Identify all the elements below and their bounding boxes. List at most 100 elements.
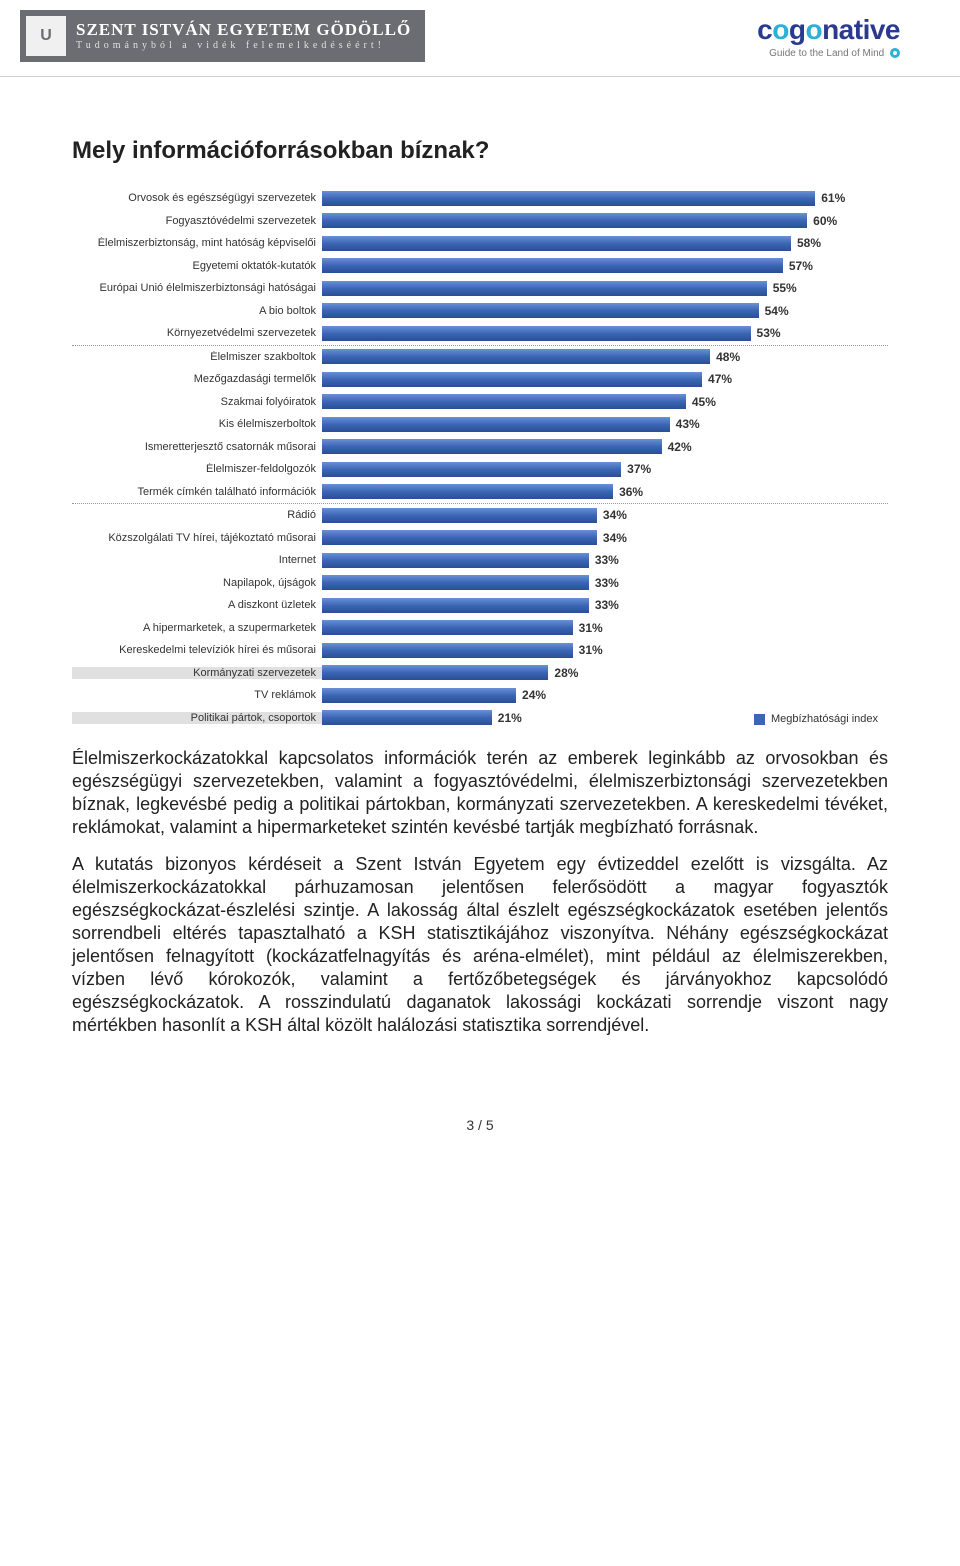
bar (322, 439, 662, 454)
bar-chart: Orvosok és egészségügyi szervezetek61%Fo… (72, 187, 888, 729)
bar-track: 47% (322, 372, 888, 387)
bar-value: 43% (676, 417, 700, 431)
bar (322, 236, 791, 251)
body-text: Élelmiszerkockázatokkal kapcsolatos info… (72, 747, 888, 1037)
paragraph-1: Élelmiszerkockázatokkal kapcsolatos info… (72, 747, 888, 839)
chart-row-label: Környezetvédelmi szervezetek (72, 327, 322, 339)
brand-text-o2: o (805, 14, 822, 45)
chart-row-label: Élelmiszerbiztonság, mint hatóság képvis… (72, 237, 322, 249)
chart-row-label: Kis élelmiszerboltok (72, 418, 322, 430)
chart-row: Internet 33% (72, 549, 888, 572)
bar-value: 61% (821, 191, 845, 205)
bar-track: 34% (322, 508, 888, 523)
chart-row: A diszkont üzletek33% (72, 594, 888, 617)
bar (322, 688, 516, 703)
brand-text-rest: native (822, 14, 900, 45)
chart-row: Kereskedelmi televíziók hírei és műsorai… (72, 639, 888, 662)
chart-row: Környezetvédelmi szervezetek53% (72, 322, 888, 345)
chart-row: Mezőgazdasági termelők47% (72, 368, 888, 391)
chart-row: Egyetemi oktatók-kutatók57% (72, 255, 888, 278)
bar-track: 43% (322, 417, 888, 432)
chart-row-label: Kormányzati szervezetek (72, 667, 322, 679)
bar-value: 55% (773, 281, 797, 295)
chart-row: TV reklámok 24% (72, 684, 888, 707)
university-subtitle: Tudományból a vidék felemelkedéséért! (76, 40, 411, 51)
bar (322, 213, 807, 228)
chart-row: Élelmiszer szakboltok48% (72, 346, 888, 369)
chart-row-label: Közszolgálati TV hírei, tájékoztató műso… (72, 532, 322, 544)
brand-text-mid: g (789, 14, 806, 45)
bar (322, 643, 573, 658)
bar-track: 61% (322, 191, 888, 206)
bar-value: 31% (579, 621, 603, 635)
brand-logo: cogonative (757, 14, 900, 46)
bar-track: 33% (322, 553, 888, 568)
bar-value: 34% (603, 508, 627, 522)
chart-row: A bio boltok54% (72, 300, 888, 323)
bar-track: 55% (322, 281, 888, 296)
bar-value: 48% (716, 350, 740, 364)
bar-track: 28% (322, 665, 888, 680)
bar-value: 24% (522, 688, 546, 702)
bar-track: 54% (322, 303, 888, 318)
chart-row-label: Internet (72, 554, 322, 566)
brand-text-o1: o (772, 14, 789, 45)
brand-block: cogonative Guide to the Land of Mind (757, 14, 900, 59)
university-banner: U SZENT ISTVÁN EGYETEM GÖDÖLLŐ Tudományb… (20, 10, 425, 62)
bar-value: 36% (619, 485, 643, 499)
page-content: Mely információforrásokban bíznak? Orvos… (0, 77, 960, 1153)
bar-track: 42% (322, 439, 888, 454)
bar (322, 508, 597, 523)
bar (322, 258, 783, 273)
bar (322, 349, 710, 364)
chart-row: Orvosok és egészségügyi szervezetek61% (72, 187, 888, 210)
university-title: SZENT ISTVÁN EGYETEM GÖDÖLLŐ (76, 21, 411, 40)
bar (322, 281, 767, 296)
page-header: U SZENT ISTVÁN EGYETEM GÖDÖLLŐ Tudományb… (0, 0, 960, 77)
bar (322, 598, 589, 613)
chart-row: Élelmiszer-feldolgozók37% (72, 458, 888, 481)
bar-track: 36% (322, 484, 888, 499)
bar-value: 60% (813, 214, 837, 228)
bar-track: 60% (322, 213, 888, 228)
bar (322, 665, 548, 680)
chart-row: Szakmai folyóiratok45% (72, 391, 888, 414)
bar (322, 303, 759, 318)
bar-track: 31% (322, 620, 888, 635)
chart-row-label: Napilapok, újságok (72, 577, 322, 589)
bar-track: 34% (322, 530, 888, 545)
legend-label: Megbízhatósági index (771, 713, 878, 725)
bar-value: 33% (595, 553, 619, 567)
bar (322, 530, 597, 545)
chart-row: Ismeretterjesztő csatornák műsorai42% (72, 436, 888, 459)
bar (322, 372, 702, 387)
chart-row-label: TV reklámok (72, 689, 322, 701)
bar-value: 34% (603, 531, 627, 545)
chart-row-label: A bio boltok (72, 305, 322, 317)
bar (322, 326, 751, 341)
bar (322, 394, 686, 409)
chart-row-label: Európai Unió élelmiszerbiztonsági hatósá… (72, 282, 322, 294)
chart-row: A hipermarketek, a szupermarketek31% (72, 617, 888, 640)
chart-title: Mely információforrásokban bíznak? (72, 137, 888, 165)
bar-value: 45% (692, 395, 716, 409)
bar-value: 31% (579, 643, 603, 657)
paragraph-2: A kutatás bizonyos kérdéseit a Szent Ist… (72, 853, 888, 1037)
bar-track: 58% (322, 236, 888, 251)
bar-track: 24% (322, 688, 888, 703)
chart-row: Európai Unió élelmiszerbiztonsági hatósá… (72, 277, 888, 300)
chart-row-label: Rádió (72, 509, 322, 521)
bar-track: 57% (322, 258, 888, 273)
bar-value: 47% (708, 372, 732, 386)
brand-tagline-text: Guide to the Land of Mind (769, 48, 884, 59)
bar (322, 417, 670, 432)
chart-row-label: Termék címkén található információk (72, 486, 322, 498)
chart-row: Napilapok, újságok33% (72, 572, 888, 595)
bar (322, 620, 573, 635)
bar (322, 575, 589, 590)
chart-row: Élelmiszerbiztonság, mint hatóság képvis… (72, 232, 888, 255)
chart-row-label: Politikai pártok, csoportok (72, 712, 322, 724)
bar-value: 28% (554, 666, 578, 680)
bar-track: 37% (322, 462, 888, 477)
bar (322, 710, 492, 725)
